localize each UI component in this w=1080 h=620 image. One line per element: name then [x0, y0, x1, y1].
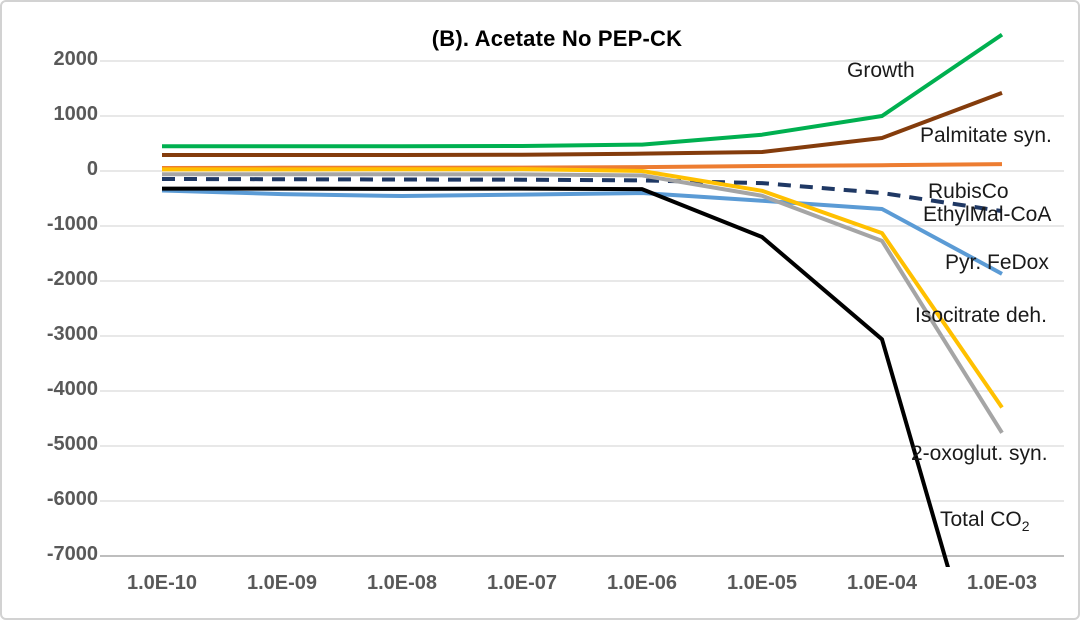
x-tick-label: 1.0E-03 [966, 572, 1038, 594]
series-label-rubisco: RubisCo [928, 180, 1009, 203]
x-tick-label: 1.0E-09 [246, 572, 318, 594]
series-line-2-oxoglut-syn [162, 172, 1004, 434]
series-line-growth [162, 32, 1004, 149]
y-tick-label: 0 [86, 158, 98, 180]
series-label-palmitate-syn: Palmitate syn. [920, 124, 1052, 147]
y-tick-label: -3000 [46, 323, 98, 345]
y-tick-label: -4000 [46, 378, 98, 400]
series-line-pyr-fedox [161, 188, 1003, 276]
x-tick-label: 1.0E-06 [606, 572, 678, 594]
y-tick-label: -6000 [46, 488, 98, 510]
chart-title: (B). Acetate No PEP-CK [431, 26, 683, 51]
y-tick-label: -5000 [46, 433, 98, 455]
series-label-growth: Growth [847, 59, 915, 82]
series-label-2-oxoglut-syn: 2-oxoglut. syn. [911, 442, 1048, 465]
series-line-ethylmal-coa [161, 176, 1003, 214]
y-tick-label: -2000 [46, 268, 98, 290]
x-tick-label: 1.0E-04 [846, 572, 918, 594]
series-label-isocitrate-deh: Isocitrate deh. [915, 304, 1047, 327]
series-line-palmitate-syn [162, 91, 1003, 158]
x-tick-label: 1.0E-10 [126, 572, 198, 594]
series-label-total-co2: Total CO2 [940, 508, 1030, 535]
y-tick-label: -7000 [46, 543, 98, 565]
y-tick-label: -1000 [46, 213, 98, 235]
x-tick-label: 1.0E-07 [486, 572, 558, 594]
series-label-pyr-fedox: Pyr. FeDox [945, 251, 1049, 274]
series-label-ethylmal-coa: EthylMal-CoA [923, 203, 1052, 226]
series-line-isocitrate-deh [162, 167, 1004, 409]
x-tick-label: 1.0E-08 [366, 572, 438, 594]
y-tick-label: 2000 [53, 48, 99, 70]
series-line-total-co2 [162, 186, 950, 567]
y-tick-label: 1000 [53, 103, 99, 125]
series-lines [161, 32, 1004, 567]
x-tick-label: 1.0E-05 [726, 572, 798, 594]
